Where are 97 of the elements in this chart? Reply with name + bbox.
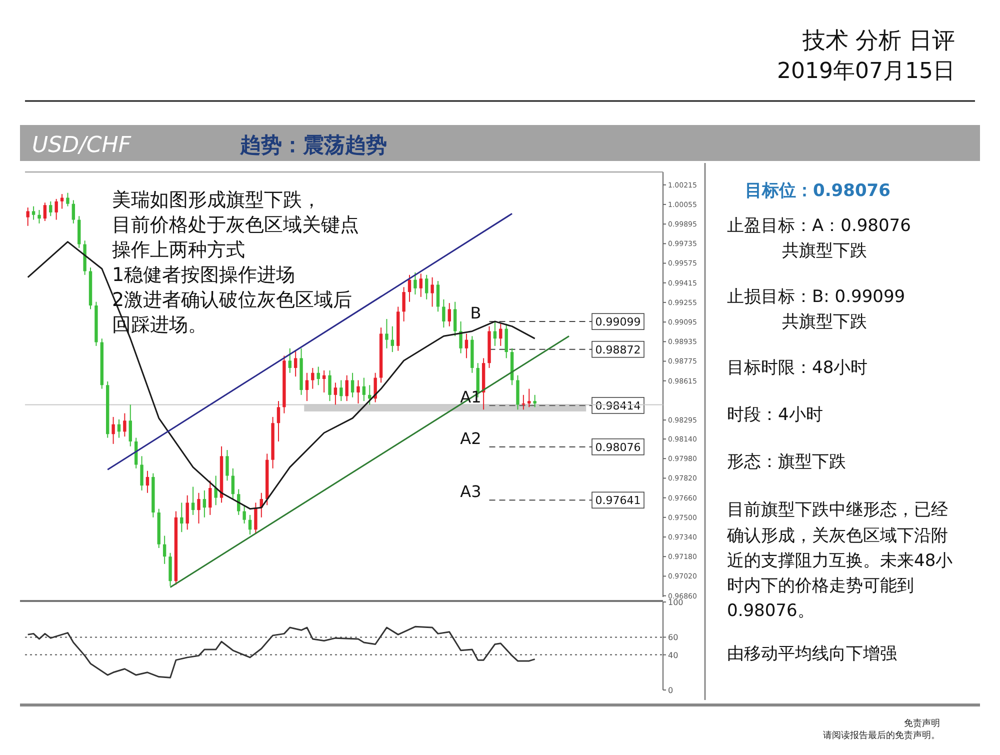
text: 目标位：0.98076 (745, 181, 890, 201)
candlestick (242, 504, 246, 524)
candlestick (464, 333, 468, 359)
y-tick-label: 100 (668, 598, 684, 607)
candlestick (248, 514, 252, 536)
text: 时段：4小时 (727, 405, 823, 425)
y-tick-label: 0 (668, 686, 674, 695)
candlestick (448, 302, 451, 327)
annotation: A2 (460, 428, 482, 448)
ref-line-label: 0.97641 (595, 494, 641, 508)
annotation: B (470, 304, 482, 323)
text: 止盈目标：A：0.98076 (727, 216, 911, 236)
text: 时内下的价格走势可能到 (727, 576, 914, 596)
annotation: 美瑞如图形成旗型下跌， (112, 189, 321, 211)
candlestick (316, 366, 320, 386)
candlestick (414, 272, 417, 295)
line-series (27, 626, 536, 678)
text: 共旗型下跌 (782, 241, 867, 261)
ref-line-label: 0.99099 (595, 316, 641, 329)
candlestick (214, 475, 218, 506)
text: 确认形成，关灰色区域下沿附 (726, 526, 948, 546)
candlestick (254, 502, 258, 534)
candlestick (202, 490, 206, 518)
candlestick (60, 194, 64, 210)
candlestick (436, 280, 440, 312)
candlestick (38, 209, 41, 224)
candlestick (162, 535, 166, 564)
candlestick (499, 323, 502, 346)
candlestick (362, 377, 366, 402)
candlestick (197, 492, 200, 524)
candlestick (288, 348, 292, 374)
text: 共旗型下跌 (782, 312, 867, 332)
text: 0.98076。 (727, 601, 814, 621)
candlestick (459, 320, 462, 354)
candlestick (328, 370, 332, 402)
candlestick (493, 320, 497, 346)
candlestick (528, 388, 531, 408)
candlestick (385, 318, 388, 349)
candlestick (231, 468, 235, 500)
annotation: 目前价格处于灰色区域关键点 (112, 214, 359, 236)
ref-line-label: 0.98872 (595, 343, 641, 356)
annotation: 操作上两种方式 (112, 239, 245, 261)
candlestick (112, 416, 115, 444)
text: 由移动平均线向下增强 (727, 644, 897, 664)
candlestick (294, 350, 298, 378)
candlestick (146, 470, 150, 494)
text: 形态：旗型下跌 (727, 452, 846, 472)
text: 2019年07月15日 (777, 59, 955, 84)
text: 近的支撑阻力互换。未来48小 (727, 551, 953, 571)
candlestick (54, 198, 58, 220)
candlestick (49, 200, 52, 217)
candlestick (276, 400, 280, 442)
candlestick (533, 394, 536, 408)
candlestick (128, 404, 132, 447)
text: 请阅读报告最后的免责声明。 (823, 730, 940, 741)
candlestick (425, 274, 428, 300)
text: 技术 分析 日评 (801, 28, 955, 54)
candlestick (402, 286, 406, 322)
candlestick (26, 207, 30, 226)
candlestick (208, 480, 212, 516)
candlestick (140, 456, 144, 491)
candlestick (430, 276, 434, 308)
y-tick-label: 40 (668, 650, 678, 660)
candlestick (32, 206, 36, 220)
candlestick (311, 367, 314, 390)
candlestick (442, 298, 446, 328)
line-series (27, 241, 536, 510)
candlestick (226, 450, 229, 482)
candlestick (419, 273, 422, 298)
chart-subtitle: 趋势：震荡趋势 (239, 133, 387, 157)
candlestick (340, 380, 343, 402)
candlestick (350, 372, 354, 398)
text: 免责声明 (904, 718, 940, 729)
text: 目前旗型下跌中继形态，已经 (727, 500, 948, 520)
annotation: A3 (460, 482, 482, 502)
candlestick (66, 192, 70, 207)
candlestick (345, 374, 348, 402)
candlestick (186, 494, 189, 530)
candlestick (504, 323, 508, 359)
candlestick (334, 382, 338, 406)
ref-line-label: 0.98076 (595, 440, 641, 454)
candlestick (180, 502, 184, 533)
candlestick (356, 380, 360, 404)
chart-title: USD/CHF (32, 133, 132, 158)
candlestick (72, 200, 76, 224)
candlestick (390, 326, 394, 353)
candlestick (374, 372, 377, 403)
candlestick (43, 202, 47, 222)
candlestick (123, 412, 126, 438)
y-tick-label: 60 (668, 633, 678, 642)
text: 止损目标：B: 0.99099 (727, 287, 906, 307)
candlestick (305, 372, 309, 402)
candlestick (453, 301, 457, 337)
candlestick (191, 486, 195, 516)
text: 目标时限：48小时 (727, 358, 868, 378)
candlestick (408, 274, 412, 302)
annotation: 1稳健者按图操作进场 (112, 264, 296, 286)
